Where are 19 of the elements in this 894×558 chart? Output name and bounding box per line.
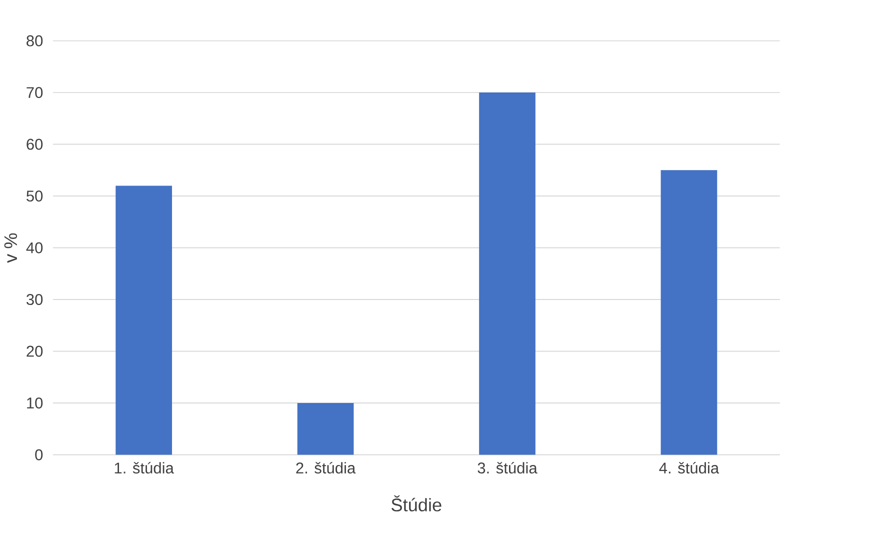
- bar: [116, 186, 172, 455]
- y-tick-label: 40: [26, 242, 43, 254]
- y-tick-label: 20: [26, 346, 43, 357]
- y-tick-label: 0: [35, 449, 43, 460]
- y-tick-label: 80: [26, 35, 43, 46]
- y-tick-label: 50: [26, 190, 43, 202]
- y-tick-label: 10: [27, 398, 43, 409]
- bar: [479, 92, 536, 455]
- bar: [297, 403, 354, 455]
- y-axis-title: v %: [4, 233, 18, 263]
- x-axis-title: Štúdie: [392, 495, 442, 512]
- x-tick-label: 3. štúdia: [478, 462, 538, 474]
- x-tick-label: 1. štúdia: [114, 462, 174, 474]
- y-tick-label: 70: [26, 87, 43, 98]
- x-tick-label: 4. štúdia: [659, 462, 720, 474]
- y-tick-label: 60: [26, 138, 43, 150]
- x-tick-label: 2. štúdia: [296, 462, 356, 474]
- bar: [660, 170, 718, 455]
- y-tick-label: 30: [26, 294, 43, 306]
